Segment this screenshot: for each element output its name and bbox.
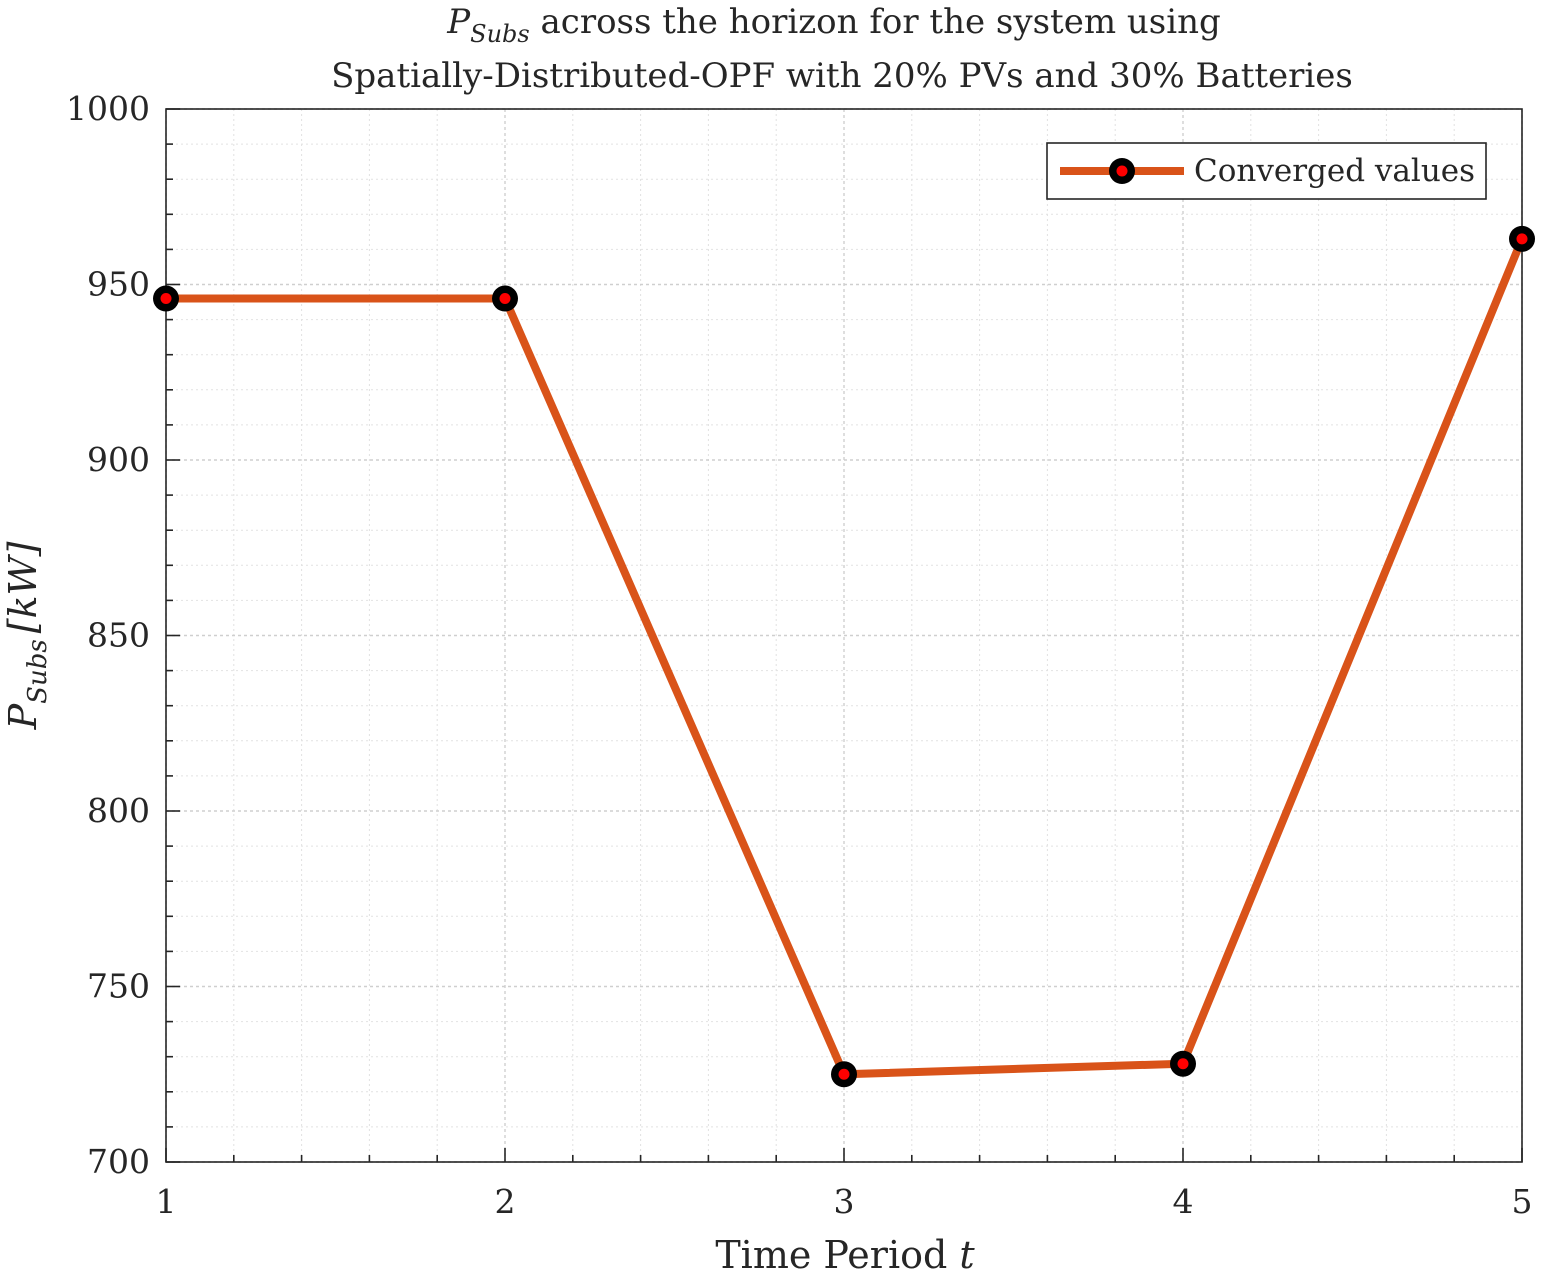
x-tick-label: 3: [834, 1182, 855, 1221]
chart-title-line-2: Spatially-Distributed-OPF with 20% PVs a…: [331, 56, 1353, 96]
minor-grid: [166, 109, 1522, 1162]
legend: Converged values: [1046, 142, 1487, 200]
axis-ticks: [165, 108, 1523, 1163]
x-axis-label: Time Period t: [715, 1233, 975, 1274]
x-tick-labels: 1 2 3 4 5: [156, 1182, 1533, 1221]
data-point-marker-center: [838, 1068, 850, 1080]
legend-marker-center: [1116, 165, 1128, 177]
y-tick-label: 900: [87, 440, 150, 479]
series-layer: [153, 225, 1535, 1088]
data-point-marker-center: [160, 293, 172, 305]
y-axis-label-subscript: Subs: [23, 639, 53, 704]
y-axis-label-symbol: P: [1, 702, 45, 730]
y-tick-label: 800: [87, 791, 150, 830]
title-symbol-subscript: Subs: [470, 20, 530, 48]
data-point-marker-center: [1177, 1058, 1189, 1070]
data-point-marker-center: [499, 293, 511, 305]
data-point-marker-center: [1516, 233, 1528, 245]
y-tick-label: 1000: [66, 89, 150, 128]
y-axis-label: PSubs [kW]: [1, 541, 53, 730]
title-text-rest: across the horizon for the system using: [530, 2, 1221, 42]
title-symbol: P: [446, 2, 471, 42]
chart-title-line-1: PSubs across the horizon for the system …: [446, 2, 1221, 48]
y-tick-label: 700: [87, 1142, 150, 1181]
y-tick-label: 850: [87, 616, 150, 655]
x-axis-label-variable: t: [959, 1233, 975, 1274]
legend-entry-converged-values: Converged values: [1194, 153, 1475, 189]
x-tick-label: 5: [1512, 1182, 1533, 1221]
x-tick-label: 2: [495, 1182, 516, 1221]
y-tick-label: 950: [87, 265, 150, 304]
x-axis-label-text: Time Period: [715, 1233, 959, 1274]
y-tick-label: 750: [87, 967, 150, 1006]
x-tick-label: 4: [1173, 1182, 1194, 1221]
y-tick-labels: 700 750 800 850 900 950 1000: [66, 89, 150, 1181]
x-tick-label: 1: [156, 1182, 177, 1221]
y-axis-label-unit: [kW]: [1, 541, 45, 633]
